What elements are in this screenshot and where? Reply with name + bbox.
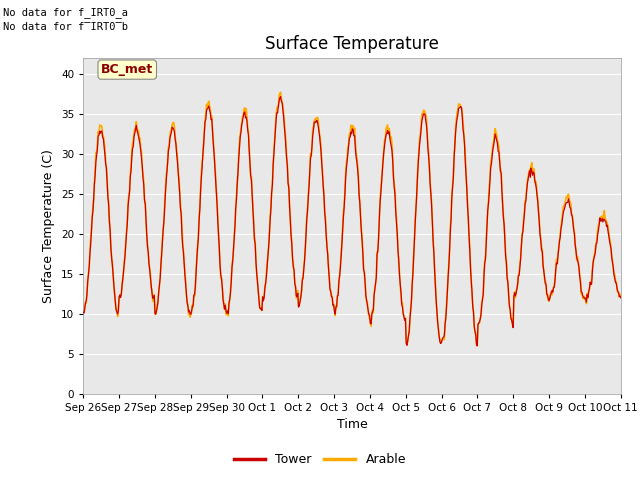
Text: BC_met: BC_met [101,63,154,76]
Legend: Tower, Arable: Tower, Arable [229,448,411,471]
Text: No data for f_IRT0_a: No data for f_IRT0_a [3,7,128,18]
Text: No data for f̅IRT0̅b: No data for f̅IRT0̅b [3,22,128,32]
Title: Surface Temperature: Surface Temperature [265,35,439,53]
Y-axis label: Surface Temperature (C): Surface Temperature (C) [42,149,56,302]
X-axis label: Time: Time [337,418,367,431]
